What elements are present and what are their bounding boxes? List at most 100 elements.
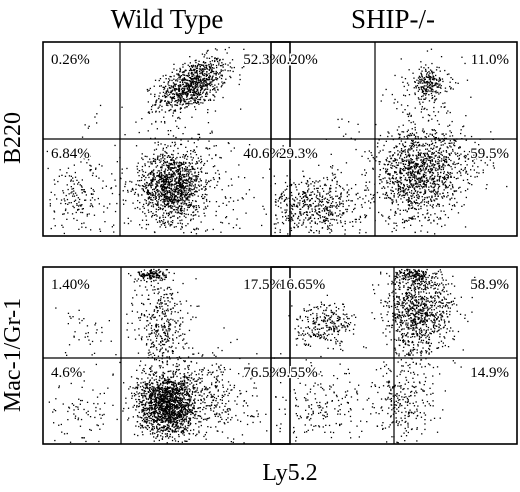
event-dot [176, 337, 178, 339]
event-dot [172, 175, 174, 177]
event-dot [304, 204, 306, 206]
event-dot [169, 328, 171, 330]
event-dot [186, 82, 188, 84]
event-dot [447, 186, 449, 188]
event-dot [395, 188, 397, 190]
event-dot [427, 159, 429, 161]
event-dot [205, 92, 207, 95]
event-dot [131, 189, 133, 191]
event-dot [416, 157, 419, 159]
event-dot [144, 199, 146, 201]
event-dot [335, 195, 337, 197]
event-dot [320, 205, 323, 207]
event-dot [435, 92, 437, 94]
event-dot [190, 192, 192, 194]
event-dot [429, 144, 431, 146]
event-dot [141, 194, 143, 196]
event-dot [411, 139, 413, 142]
event-dot [162, 147, 164, 149]
event-dot [150, 269, 152, 271]
event-dot [447, 192, 449, 194]
event-dot [329, 224, 331, 227]
event-dot [405, 153, 407, 156]
event-dot [430, 87, 432, 89]
event-dot [205, 66, 208, 68]
event-dot [432, 207, 434, 209]
event-dot [152, 272, 155, 275]
event-dot [417, 154, 420, 157]
event-dot [455, 190, 458, 192]
event-dot [350, 137, 352, 139]
event-dot [201, 92, 204, 94]
event-dot [139, 208, 141, 210]
event-dot [407, 149, 409, 151]
event-dot [167, 145, 169, 147]
event-dot [191, 165, 193, 168]
event-dot [180, 303, 182, 305]
event-dot [395, 171, 397, 173]
event-dot [189, 163, 191, 165]
event-dot [182, 199, 184, 201]
event-dot [408, 217, 410, 219]
event-dot [192, 181, 194, 183]
event-dot [168, 198, 171, 200]
event-dot [424, 216, 426, 218]
event-dot [370, 202, 372, 204]
event-dot [312, 202, 314, 205]
event-dot [227, 64, 229, 66]
event-dot [190, 67, 192, 70]
event-dot [430, 92, 433, 95]
event-dot [350, 187, 353, 190]
event-dot [148, 112, 151, 114]
event-dot [220, 65, 222, 67]
event-dot [174, 183, 177, 185]
event-dot [421, 196, 423, 198]
event-dot [180, 143, 182, 146]
event-dot [205, 67, 208, 69]
event-dot [305, 196, 307, 198]
event-dot [197, 91, 199, 93]
event-dot [300, 208, 302, 210]
event-dot [151, 170, 153, 172]
event-dot [394, 165, 396, 167]
event-dot [446, 177, 448, 179]
event-dot [343, 189, 345, 191]
event-dot [186, 193, 188, 196]
event-dot [412, 142, 414, 144]
event-dot [183, 71, 185, 74]
event-dot [430, 147, 432, 150]
event-dot [177, 331, 179, 333]
event-dot [109, 203, 111, 205]
event-dot [289, 185, 291, 187]
event-dot [185, 103, 187, 105]
event-dot [391, 201, 393, 204]
event-dot [191, 159, 193, 161]
event-dot [336, 222, 339, 224]
event-dot [194, 60, 196, 62]
event-dot [156, 180, 158, 183]
event-dot [428, 94, 430, 96]
event-dot [181, 92, 184, 94]
event-dot [444, 178, 446, 180]
event-dot [193, 69, 195, 71]
event-dot [194, 171, 196, 173]
event-dot [155, 121, 157, 123]
event-dot [150, 196, 152, 199]
event-dot [177, 127, 180, 129]
event-dot [187, 191, 189, 193]
event-dot [303, 205, 305, 207]
event-dot [200, 80, 202, 82]
event-dot [175, 178, 177, 180]
event-dot [140, 337, 143, 340]
event-dot [160, 365, 162, 367]
event-dot [390, 166, 392, 169]
event-dot [312, 191, 314, 193]
event-dot [179, 190, 181, 192]
event-dot [308, 184, 310, 186]
event-dot [310, 230, 313, 232]
event-dot [386, 157, 388, 159]
event-dot [146, 281, 148, 283]
event-dot [178, 182, 180, 184]
event-dot [431, 94, 433, 97]
event-dot [163, 176, 166, 178]
